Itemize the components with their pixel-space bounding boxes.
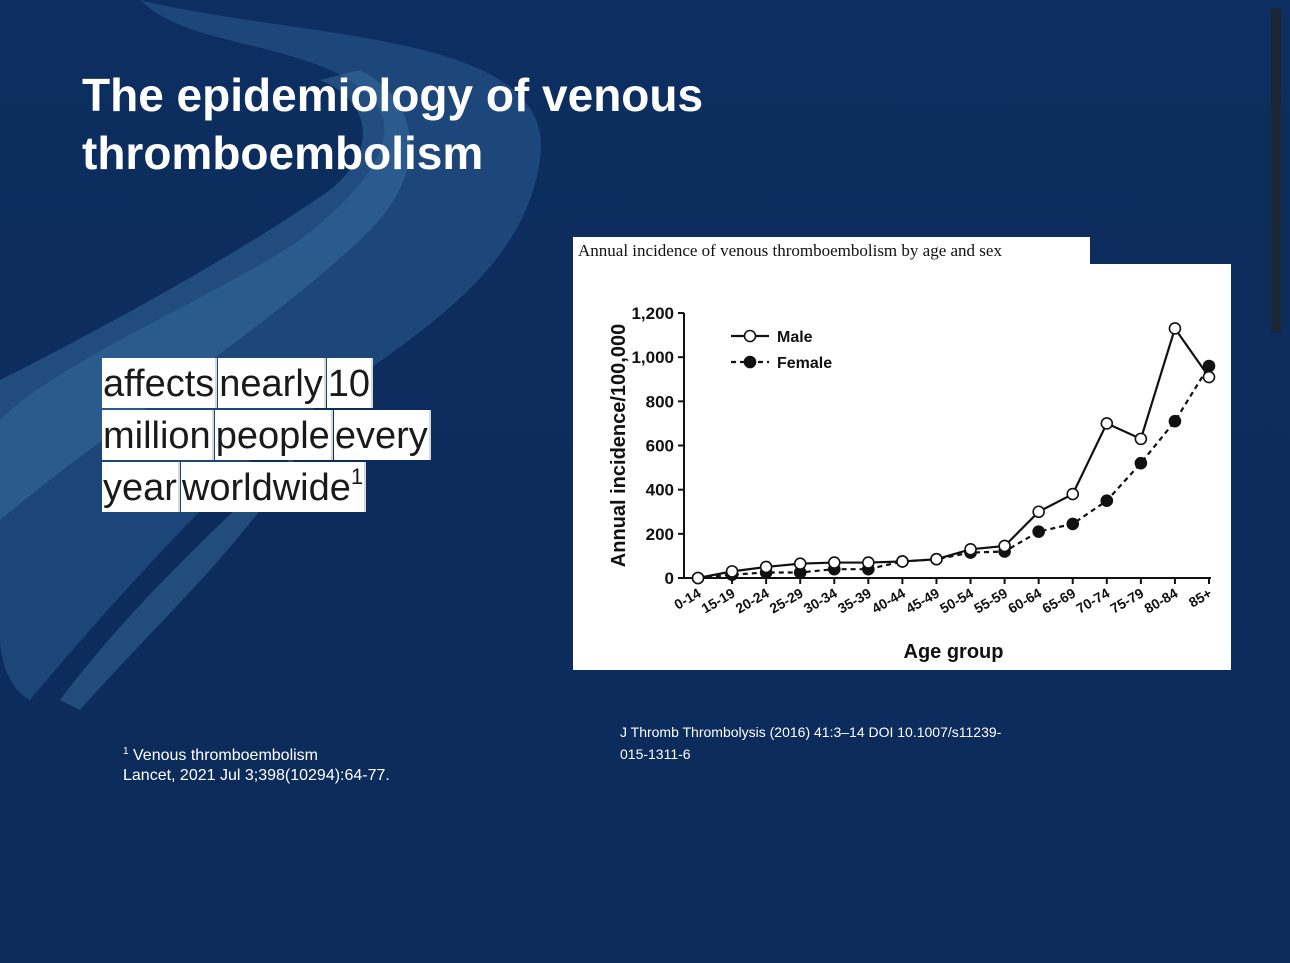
data-point-male bbox=[691, 571, 705, 585]
x-tick-label: 60-64 bbox=[1005, 585, 1044, 617]
x-tick-label: 0-14 bbox=[671, 585, 703, 613]
x-tick-label: 15-19 bbox=[699, 585, 738, 617]
data-point-female bbox=[1100, 494, 1114, 508]
data-point-male bbox=[725, 565, 739, 578]
x-tick-label: 75-79 bbox=[1107, 585, 1146, 617]
legend-marker-male bbox=[743, 329, 757, 343]
highlight-word: nearly bbox=[218, 358, 326, 408]
source-line-2: 015-1311-6 bbox=[620, 746, 691, 762]
legend-marker-female bbox=[743, 355, 757, 369]
data-point-male bbox=[759, 560, 773, 574]
y-tick-label: 800 bbox=[646, 392, 674, 411]
x-axis-label: Age group bbox=[904, 641, 1004, 663]
data-point-female bbox=[1202, 359, 1216, 373]
footnote-number: 1 bbox=[123, 746, 129, 757]
series-line-female bbox=[697, 365, 1210, 580]
footnote-line-1: Venous thromboembolism bbox=[133, 747, 318, 764]
x-tick-label: 45-49 bbox=[903, 585, 942, 617]
highlight-word: million bbox=[102, 410, 214, 460]
title-line-1: The epidemiology of venous bbox=[82, 69, 704, 121]
y-axis-label: Annual incidence/100,000 bbox=[608, 324, 630, 567]
data-point-male bbox=[1100, 417, 1114, 430]
x-tick-label: 65-69 bbox=[1039, 585, 1078, 617]
y-tick-label: 600 bbox=[646, 437, 674, 456]
data-point-female bbox=[1066, 517, 1080, 531]
data-point-male bbox=[1066, 487, 1080, 501]
highlight-word: year bbox=[102, 462, 180, 512]
highlight-line: million people every bbox=[102, 410, 502, 462]
footnote-marker: 1 bbox=[350, 464, 364, 489]
data-point-male bbox=[930, 552, 943, 566]
highlight-line: year worldwide1 bbox=[102, 462, 502, 514]
x-tick-label: 55-59 bbox=[971, 585, 1010, 617]
x-tick-label: 50-54 bbox=[937, 585, 976, 617]
highlight-word: every bbox=[333, 410, 431, 460]
source-line-1: J Thromb Thrombolysis (2016) 41:3–14 DOI… bbox=[620, 724, 1002, 740]
title-line-2: thromboembolism bbox=[82, 127, 484, 179]
data-point-female bbox=[1032, 525, 1045, 538]
series-line-male bbox=[697, 325, 1210, 580]
x-tick-label: 40-44 bbox=[869, 585, 908, 617]
highlight-word: affects bbox=[102, 358, 218, 408]
data-point-female bbox=[1168, 414, 1182, 428]
chart-title: Annual incidence of venous thromboemboli… bbox=[578, 241, 1002, 260]
data-point-male bbox=[1032, 505, 1045, 519]
y-tick-label: 0 bbox=[665, 569, 674, 588]
data-point-male bbox=[1202, 370, 1216, 384]
highlight-word-with-footnote: worldwide1 bbox=[180, 462, 367, 512]
highlighted-statement: affects nearly 10 million people every year w… bbox=[102, 358, 502, 514]
data-point-male bbox=[964, 542, 977, 556]
x-tick-label: 25-29 bbox=[767, 585, 806, 617]
x-tick-label: 30-34 bbox=[801, 585, 840, 617]
highlight-word-text: worldwide bbox=[181, 467, 351, 509]
data-point-male bbox=[896, 555, 909, 568]
x-tick-label: 70-74 bbox=[1073, 585, 1112, 617]
scrollbar-thumb[interactable] bbox=[1271, 8, 1281, 333]
x-tick-label: 80-84 bbox=[1141, 585, 1180, 617]
x-tick-label: 85+ bbox=[1186, 585, 1215, 611]
y-tick-label: 400 bbox=[646, 481, 674, 500]
chart-caption-box: Annual incidence of venous thromboemboli… bbox=[573, 237, 1090, 266]
slide-title: The epidemiology of venous thromboemboli… bbox=[82, 66, 842, 182]
footnote-line-2: Lancet, 2021 Jul 3;398(10294):64-77. bbox=[123, 767, 390, 784]
x-tick-label: 20-24 bbox=[733, 585, 772, 617]
highlight-line: affects nearly 10 bbox=[102, 358, 502, 410]
chart-panel: 0 200 400 600 800 1,000 1,200 0-14 15-19 20-24 25-… bbox=[573, 264, 1231, 670]
y-tick-label: 1,200 bbox=[631, 304, 674, 323]
line-chart: 0 200 400 600 800 1,000 1,200 0-1415-1920-2425-… bbox=[608, 304, 1216, 663]
footnote-reference: 1 Venous thromboembolism Lancet, 2021 Ju… bbox=[123, 746, 390, 786]
data-point-male bbox=[862, 556, 875, 569]
highlight-word: 10 bbox=[326, 358, 374, 408]
data-point-male bbox=[793, 557, 807, 570]
data-point-female bbox=[1134, 456, 1148, 470]
data-point-male bbox=[1134, 432, 1148, 446]
x-tick-label: 35-39 bbox=[835, 585, 874, 617]
legend-label-male: Male bbox=[777, 329, 813, 346]
chart-source-reference: J Thromb Thrombolysis (2016) 41:3–14 DOI… bbox=[620, 721, 1080, 765]
data-point-male bbox=[827, 556, 841, 569]
data-point-male bbox=[1168, 322, 1182, 335]
highlight-word: people bbox=[214, 410, 333, 460]
legend-label-female: Female bbox=[777, 355, 832, 372]
y-tick-label: 1,000 bbox=[631, 348, 674, 367]
y-tick-label: 200 bbox=[646, 525, 674, 544]
data-point-male bbox=[998, 539, 1011, 553]
